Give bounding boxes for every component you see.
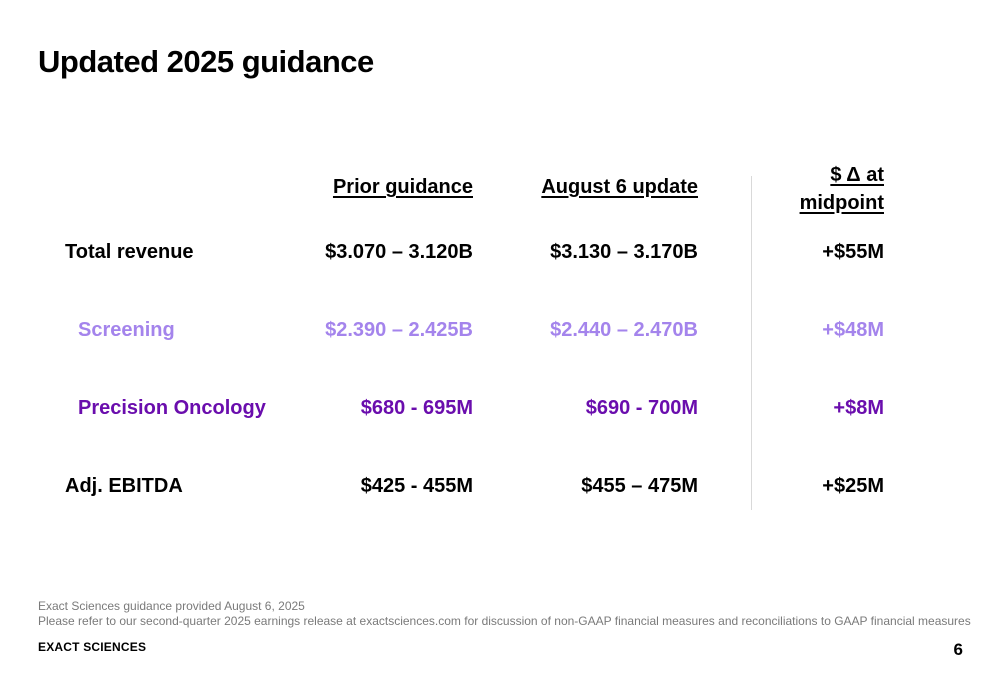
- header-delta-midpoint: $ Δ at midpoint: [800, 161, 884, 217]
- update-value: $2.440 – 2.470B: [550, 319, 698, 341]
- brand-logo-text: EXACT SCIENCES: [38, 640, 147, 654]
- delta-value: +$55M: [822, 241, 884, 263]
- column-divider: [751, 176, 752, 510]
- header-august-update: August 6 update: [541, 176, 698, 198]
- update-value: $690 - 700M: [585, 397, 698, 419]
- prior-value: $3.070 – 3.120B: [325, 241, 473, 263]
- header-prior-guidance: Prior guidance: [332, 176, 473, 198]
- update-value: $3.130 – 3.170B: [550, 241, 698, 263]
- slide-title: Updated 2025 guidance: [38, 44, 374, 79]
- table-row-precision-oncology: Precision Oncology $680 - 695M $690 - 70…: [0, 397, 1000, 427]
- delta-value: +$48M: [822, 319, 884, 341]
- row-label: Adj. EBITDA: [65, 475, 183, 497]
- footnote-non-gaap: Please refer to our second-quarter 2025 …: [38, 614, 971, 628]
- table-row-adj-ebitda: Adj. EBITDA $425 - 455M $455 – 475M +$25…: [0, 475, 1000, 505]
- prior-value: $425 - 455M: [360, 475, 473, 497]
- footnote-guidance-date: Exact Sciences guidance provided August …: [38, 599, 305, 613]
- table-row-screening: Screening $2.390 – 2.425B $2.440 – 2.470…: [0, 319, 1000, 349]
- row-label: Total revenue: [65, 241, 194, 263]
- header-delta-line1: $ Δ at: [830, 164, 884, 186]
- prior-value: $2.390 – 2.425B: [325, 319, 473, 341]
- row-label: Screening: [78, 319, 175, 341]
- delta-value: +$25M: [822, 475, 884, 497]
- header-delta-line2: midpoint: [799, 192, 884, 214]
- page-number: 6: [953, 640, 963, 659]
- row-label: Precision Oncology: [78, 397, 266, 419]
- table-row-total-revenue: Total revenue $3.070 – 3.120B $3.130 – 3…: [0, 241, 1000, 271]
- prior-value: $680 - 695M: [360, 397, 473, 419]
- delta-value: +$8M: [833, 397, 884, 419]
- update-value: $455 – 475M: [581, 475, 698, 497]
